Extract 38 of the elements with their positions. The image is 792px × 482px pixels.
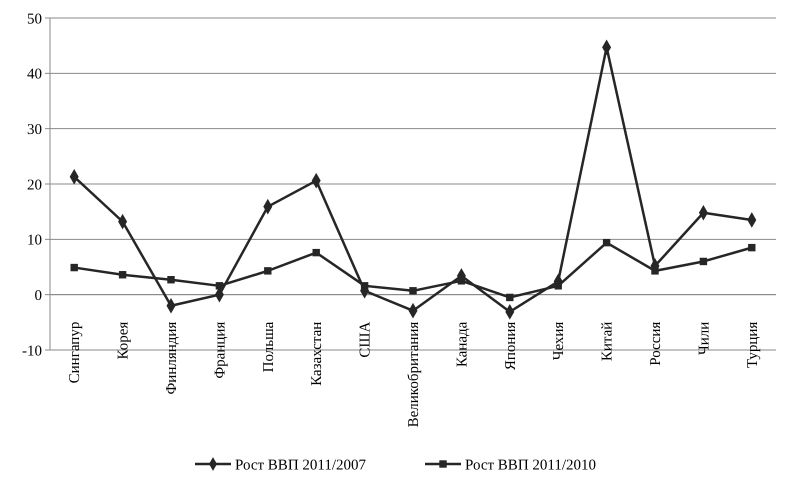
point <box>70 264 78 272</box>
x-tick-label: Канада <box>454 321 470 368</box>
point <box>409 287 417 294</box>
point <box>216 282 224 290</box>
y-tick-label: -10 <box>22 343 42 360</box>
point <box>506 294 514 302</box>
x-tick-label: Финляндия <box>164 322 180 395</box>
y-tick-label: 10 <box>27 232 42 249</box>
x-tick-label: Россия <box>648 322 664 366</box>
point <box>264 267 272 275</box>
point <box>360 282 368 290</box>
y-tick-label: 50 <box>27 11 42 28</box>
point <box>167 276 175 284</box>
x-tick-label: Китай <box>600 322 616 362</box>
x-tick-label: Казахстан <box>309 322 326 386</box>
x-tick-label: Чехия <box>551 322 568 360</box>
x-tick-label: Турция <box>744 322 761 368</box>
x-tick-label: Франция <box>212 322 228 379</box>
point <box>651 267 659 275</box>
point <box>312 248 320 256</box>
x-tick-label: Великобритания <box>406 322 422 428</box>
x-tick-label: Япония <box>502 322 519 370</box>
point <box>602 238 610 246</box>
y-tick-label: 20 <box>27 177 42 194</box>
point <box>118 271 126 278</box>
y-tick-label: 40 <box>27 66 42 83</box>
x-tick-label: США <box>358 322 374 358</box>
x-tick-label: Чили <box>696 322 712 355</box>
y-tick-label: 30 <box>27 122 42 138</box>
legend-label: Рост ВВП 2011/2007 <box>235 457 367 474</box>
x-tick-label: Корея <box>116 322 132 360</box>
point <box>458 277 466 285</box>
y-tick-label: 0 <box>34 288 42 304</box>
legend-label: Рост ВВП 2011/2010 <box>465 457 596 474</box>
point <box>700 258 708 266</box>
x-tick-label: Сингапур <box>67 322 84 384</box>
x-tick-label: Польша <box>260 321 277 372</box>
point <box>748 244 756 252</box>
